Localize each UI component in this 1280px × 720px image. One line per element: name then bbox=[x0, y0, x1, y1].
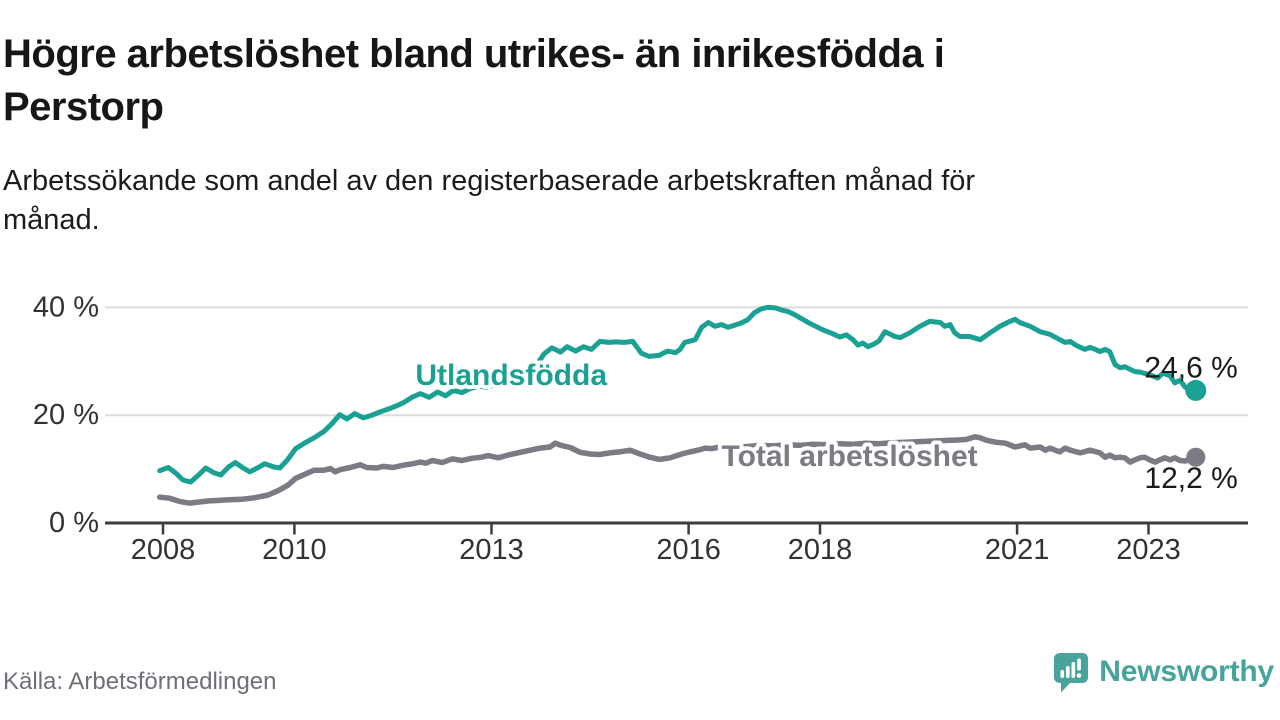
end-value-label-total: 12,2 % bbox=[1144, 462, 1237, 495]
series-end-dot-utlandsfodda bbox=[1185, 379, 1207, 401]
y-axis-label-20: 20 % bbox=[33, 399, 99, 431]
x-axis-label-2016: 2016 bbox=[656, 534, 721, 566]
series-line-utlandsfodda bbox=[157, 304, 1199, 485]
x-axis-label-2013: 2013 bbox=[459, 534, 524, 566]
x-axis-label-2010: 2010 bbox=[262, 534, 327, 566]
series-label-utlandsfodda: Utlandsfödda bbox=[415, 359, 607, 392]
newsworthy-speech-bubble-chart-icon bbox=[1054, 653, 1089, 693]
line-chart: 0 % 20 % 40 % 2008 2010 2013 2016 2018 2021 2023 U… bbox=[33, 291, 1248, 566]
x-axis-label-2018: 2018 bbox=[788, 534, 853, 566]
newsworthy-logo: Newsworthy bbox=[1052, 650, 1274, 694]
x-axis-label-2008: 2008 bbox=[131, 534, 196, 566]
newsworthy-wordmark: Newsworthy bbox=[1099, 655, 1274, 688]
page-subtitle-line2: månad. bbox=[3, 204, 100, 236]
page-title: Högre arbetslöshet bland utrikes- än inr… bbox=[3, 28, 1253, 134]
y-axis-label-40: 40 % bbox=[33, 291, 99, 323]
series-line-total bbox=[156, 434, 1199, 506]
end-value-label-utlandsfodda: 24,6 % bbox=[1144, 351, 1237, 384]
page-title-line2: Perstorp bbox=[3, 85, 164, 129]
page-subtitle: Arbetssökande som andel av den registerb… bbox=[3, 162, 1158, 240]
source-note: Källa: Arbetsförmedlingen bbox=[3, 668, 277, 695]
page-subtitle-line1: Arbetssökande som andel av den registerb… bbox=[3, 165, 976, 197]
y-axis-label-0: 0 % bbox=[49, 507, 99, 539]
x-axis-label-2021: 2021 bbox=[985, 534, 1050, 566]
x-axis-label-2023: 2023 bbox=[1116, 534, 1181, 566]
page-title-line1: Högre arbetslöshet bland utrikes- än inr… bbox=[3, 32, 945, 76]
series-end-dot-total bbox=[1186, 447, 1206, 467]
series-label-total: Total arbetslöshet bbox=[722, 440, 978, 473]
